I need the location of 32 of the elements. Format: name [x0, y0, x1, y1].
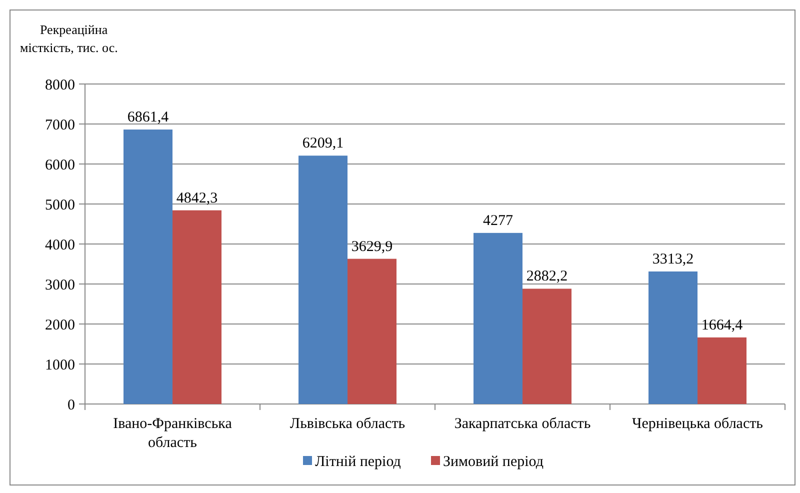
bar: [698, 337, 746, 404]
x-tick-label: Львівська область: [290, 416, 406, 432]
y-tick-label: 0: [68, 397, 75, 414]
bar: [124, 130, 172, 404]
x-tick-label: Закарпатська область: [454, 416, 591, 432]
data-label: 4842,3: [176, 190, 218, 206]
y-tick-label: 5000: [45, 197, 75, 214]
y-tick-label: 7000: [45, 117, 75, 134]
data-label: 6861,4: [127, 110, 170, 126]
data-label: 3629,9: [351, 238, 393, 255]
bar: [298, 156, 348, 404]
data-label: 6209,1: [302, 136, 344, 152]
y-tick-label: 4000: [45, 237, 75, 254]
bar: [474, 232, 522, 404]
data-label: 4277: [483, 212, 514, 229]
bar: [172, 210, 222, 404]
y-axis-title: Рекреаційна місткість, тис. ос.: [20, 22, 118, 55]
x-tick-label: Івано-Франківська область: [113, 416, 232, 451]
y-tick-label: 1000: [45, 357, 75, 374]
bar: [522, 288, 572, 404]
y-tick-label: 3000: [45, 277, 75, 294]
data-label: 1664,4: [701, 317, 744, 334]
legend-label: Літній період: [315, 454, 402, 470]
legend-label: Зимовий період: [443, 454, 544, 470]
bar: [648, 271, 698, 404]
y-tick-label: 6000: [45, 157, 75, 174]
y-tick-label: 8000: [45, 77, 75, 94]
y-tick-label: 2000: [45, 317, 75, 334]
x-tick-label: Чернівецька область: [632, 416, 764, 432]
bar: [348, 258, 396, 404]
data-label: 2882,2: [526, 268, 568, 285]
data-label: 3313,2: [652, 251, 694, 268]
